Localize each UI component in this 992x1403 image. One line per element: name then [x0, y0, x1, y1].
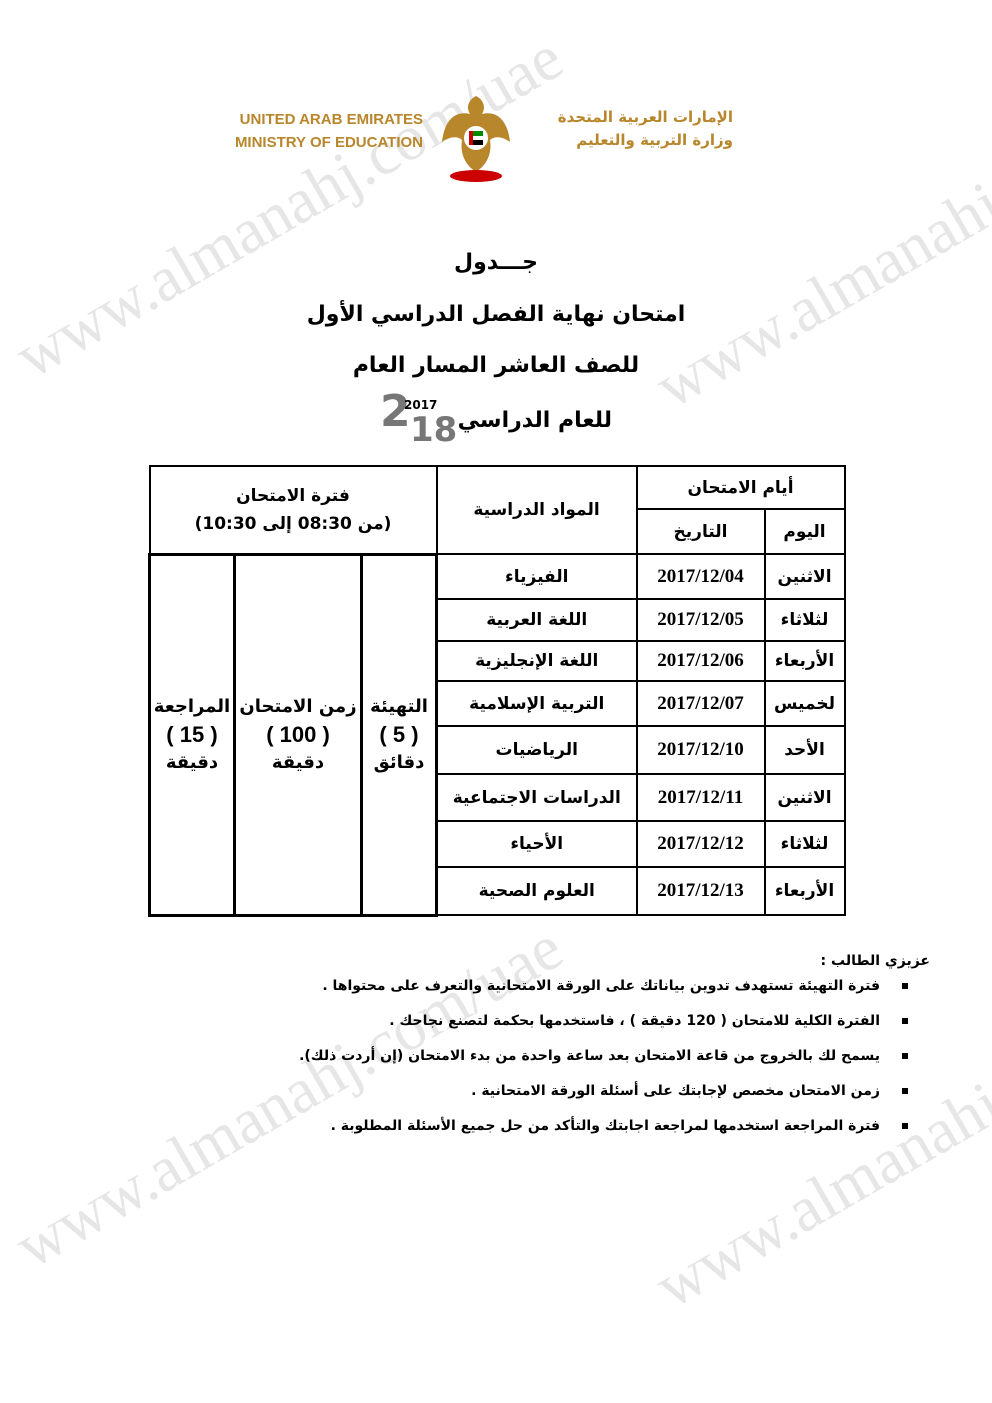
table-row: الأربعاء 2017/12/06 اللغة الإنجليزية — [150, 640, 846, 682]
note-item: فترة التهيئة تستهدف تدوين بياناتك على ال… — [299, 975, 908, 1010]
date-cell: 2017/12/06 — [635, 640, 766, 682]
day-cell: الأربعاء — [763, 866, 846, 916]
day-cell: لثلاثاء — [763, 820, 846, 868]
student-notes: عزيزي الطالب : فترة التهيئة تستهدف تدوين… — [299, 953, 930, 1150]
day-cell: الاثنين — [763, 773, 846, 822]
grade-title: للصف العاشر المسار العام — [352, 353, 640, 378]
date-cell: 2017/12/13 — [635, 866, 766, 916]
table-row: الاثنين 2017/12/04 الفيزياء التهيئة( 5 ) دقا… — [148, 552, 846, 917]
date-cell: 2017/12/10 — [635, 725, 766, 775]
day-cell: الأربعاء — [763, 640, 846, 682]
note-item: الفترة الكلية للامتحان ( 120 دقيقة ) ، ف… — [299, 1010, 908, 1045]
doc-title: جـــدول — [454, 250, 538, 275]
header-date: التاريخ — [635, 508, 766, 555]
header-subjects: المواد الدراسية — [435, 465, 638, 555]
note-item: يسمح لك بالخروج من قاعة الامتحان بعد ساع… — [299, 1045, 908, 1080]
table-row: لثلاثاء 2017/12/05 اللغة العربية — [150, 598, 846, 642]
exam-schedule-table: أيام الامتحان المواد الدراسية فترة الامت… — [148, 465, 846, 917]
header-exam-days: أيام الامتحان — [635, 465, 846, 510]
note-item: زمن الامتحان مخصص لإجابتك على أسئلة الور… — [299, 1080, 908, 1115]
header-exam-period: فترة الامتحان (من 08:30 إلى 10:30) — [148, 465, 438, 555]
date-cell: 2017/12/07 — [635, 680, 766, 727]
table-row: لثلاثاء 2017/12/12 الأحياء — [150, 820, 846, 868]
watermark: www.almanahj.com/uae — [3, 21, 574, 392]
day-cell: لثلاثاء — [763, 598, 846, 642]
uae-emblem-logo — [442, 96, 510, 182]
date-cell: 2017/12/05 — [635, 598, 766, 642]
table-row: لخميس 2017/12/07 التربية الإسلامية — [150, 680, 846, 727]
table-row: الأربعاء 2017/12/13 العلوم الصحية — [150, 866, 846, 916]
subject-cell: العلوم الصحية — [435, 866, 638, 916]
subject-cell: اللغة الإنجليزية — [435, 640, 638, 682]
ministry-name-english: UNITED ARAB EMIRATES MINISTRY OF EDUCATIO… — [234, 111, 423, 151]
subject-cell: التربية الإسلامية — [435, 680, 638, 727]
header-day: اليوم — [763, 508, 846, 555]
subject-cell: الأحياء — [435, 820, 638, 868]
notes-heading: عزيزي الطالب : — [820, 953, 930, 969]
year-2017-2018-graphic: 2 2017 18 — [380, 386, 458, 450]
day-cell: الاثنين — [763, 553, 846, 600]
day-cell: لخميس — [763, 680, 846, 727]
date-cell: 2017/12/12 — [635, 820, 766, 868]
prep-duration-cell: التهيئة( 5 ) دقائق — [360, 552, 438, 917]
year-title: للعام الدراسي 2 2017 18 — [380, 386, 612, 450]
exam-title: امتحان نهاية الفصل الدراسي الأول — [306, 302, 686, 327]
subject-cell: الدراسات الاجتماعية — [435, 773, 638, 822]
table-row: الاثنين 2017/12/11 الدراسات الاجتماعية — [150, 773, 846, 822]
day-cell: الأحد — [763, 725, 846, 775]
table-row: الأحد 2017/12/10 الرياضيات — [150, 725, 846, 775]
date-cell: 2017/12/04 — [635, 553, 766, 600]
exam-duration-cell: زمن الامتحان( 100 ) دقيقة — [233, 552, 363, 917]
subject-cell: اللغة العربية — [435, 598, 638, 642]
ministry-name-arabic: الإمارات العربية المتحدة وزارة التربية وا… — [557, 108, 733, 149]
note-item: فترة المراجعة استخدمها لمراجعة اجابتك وا… — [299, 1115, 908, 1150]
subject-cell: الرياضيات — [435, 725, 638, 775]
subject-cell: الفيزياء — [435, 553, 638, 600]
review-duration-cell: المراجعة( 15 ) دقيقة — [148, 552, 236, 917]
date-cell: 2017/12/11 — [635, 773, 766, 822]
